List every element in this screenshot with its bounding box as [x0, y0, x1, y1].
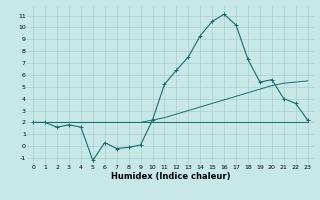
X-axis label: Humidex (Indice chaleur): Humidex (Indice chaleur): [111, 172, 230, 181]
